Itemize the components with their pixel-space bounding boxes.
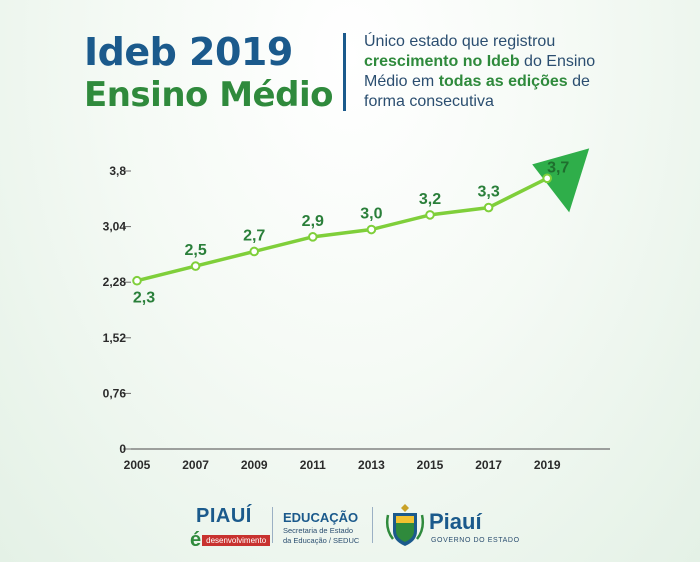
desc-bold1: crescimento no Ideb <box>364 53 520 70</box>
title-block: Ideb 2019 Ensino Médio <box>84 30 333 116</box>
x-tick-label: 2005 <box>124 458 151 472</box>
description-text: Único estado que registrou crescimento n… <box>364 32 614 112</box>
data-label: 2,9 <box>302 213 324 230</box>
edu-sub2: da Educação / SEDUC <box>283 536 360 545</box>
data-label: 3,7 <box>547 159 569 176</box>
seduc-logo: EDUCAÇÃO Secretaria de Estado da Educaçã… <box>283 510 363 545</box>
y-tick-label: 2,28 <box>103 275 127 289</box>
piaui-desenvolvimento-logo: PIAUÍ é desenvolvimento <box>190 505 271 551</box>
footer-logos: PIAUÍ é desenvolvimento EDUCAÇÃO Secreta… <box>0 495 700 555</box>
title-divider <box>343 33 346 111</box>
gov-sub: GOVERNO DO ESTADO <box>431 537 520 544</box>
data-point <box>249 246 259 257</box>
page-subtitle: Ensino Médio <box>84 75 333 115</box>
data-label: 2,3 <box>133 290 155 307</box>
x-tick-label: 2007 <box>182 458 209 472</box>
data-label: 3,0 <box>360 206 382 223</box>
desc-part2: do Ensino Médio em <box>364 53 596 90</box>
y-tick-label: 0 <box>119 442 126 456</box>
page-title: Ideb 2019 <box>84 30 293 74</box>
data-label: 3,3 <box>477 184 499 201</box>
data-label: 2,7 <box>243 227 265 244</box>
data-label: 3,2 <box>419 191 441 208</box>
line-chart: 0 0,76 1,52 2,28 3,04 3,8 2005 2007 2009 2011 2013… <box>103 148 610 472</box>
series-line <box>136 176 548 283</box>
data-point <box>425 210 435 220</box>
y-tick-label: 1,52 <box>103 331 127 345</box>
x-tick-label: 2015 <box>417 458 444 472</box>
piaui-dev-bar: desenvolvimento <box>202 535 271 546</box>
gov-name: Piauí <box>429 509 482 534</box>
piaui-dev-e: é <box>190 529 202 551</box>
piaui-dev-name: PIAUÍ <box>196 505 252 527</box>
x-tick-label: 2009 <box>241 458 268 472</box>
edu-sub1: Secretaria de Estado <box>283 526 354 535</box>
desc-part1: Único estado que registrou <box>364 33 556 50</box>
data-point <box>132 275 142 286</box>
desc-part3: de forma consecutiva <box>364 73 590 110</box>
data-point <box>366 224 377 235</box>
x-tick-label: 2019 <box>534 458 561 472</box>
governo-piaui-logo: Piauí GOVERNO DO ESTADO <box>383 501 523 551</box>
trend-arrow <box>532 148 590 213</box>
y-tick-label: 3,04 <box>103 220 127 234</box>
data-point <box>308 232 318 242</box>
desc-bold2: todas as edições <box>438 73 568 90</box>
data-point <box>542 173 553 184</box>
y-tick-label: 0,76 <box>103 386 127 400</box>
x-tick-label: 2011 <box>300 458 326 472</box>
data-point <box>483 202 494 213</box>
data-label: 2,5 <box>184 242 206 259</box>
x-tick-label: 2013 <box>358 458 385 472</box>
coat-of-arms-icon <box>385 504 425 546</box>
edu-title: EDUCAÇÃO <box>283 510 359 525</box>
x-tick-label: 2017 <box>475 458 502 472</box>
y-tick-label: 3,8 <box>109 164 126 178</box>
footer-separator <box>272 507 273 543</box>
footer-separator <box>372 507 373 543</box>
data-point <box>190 261 201 271</box>
